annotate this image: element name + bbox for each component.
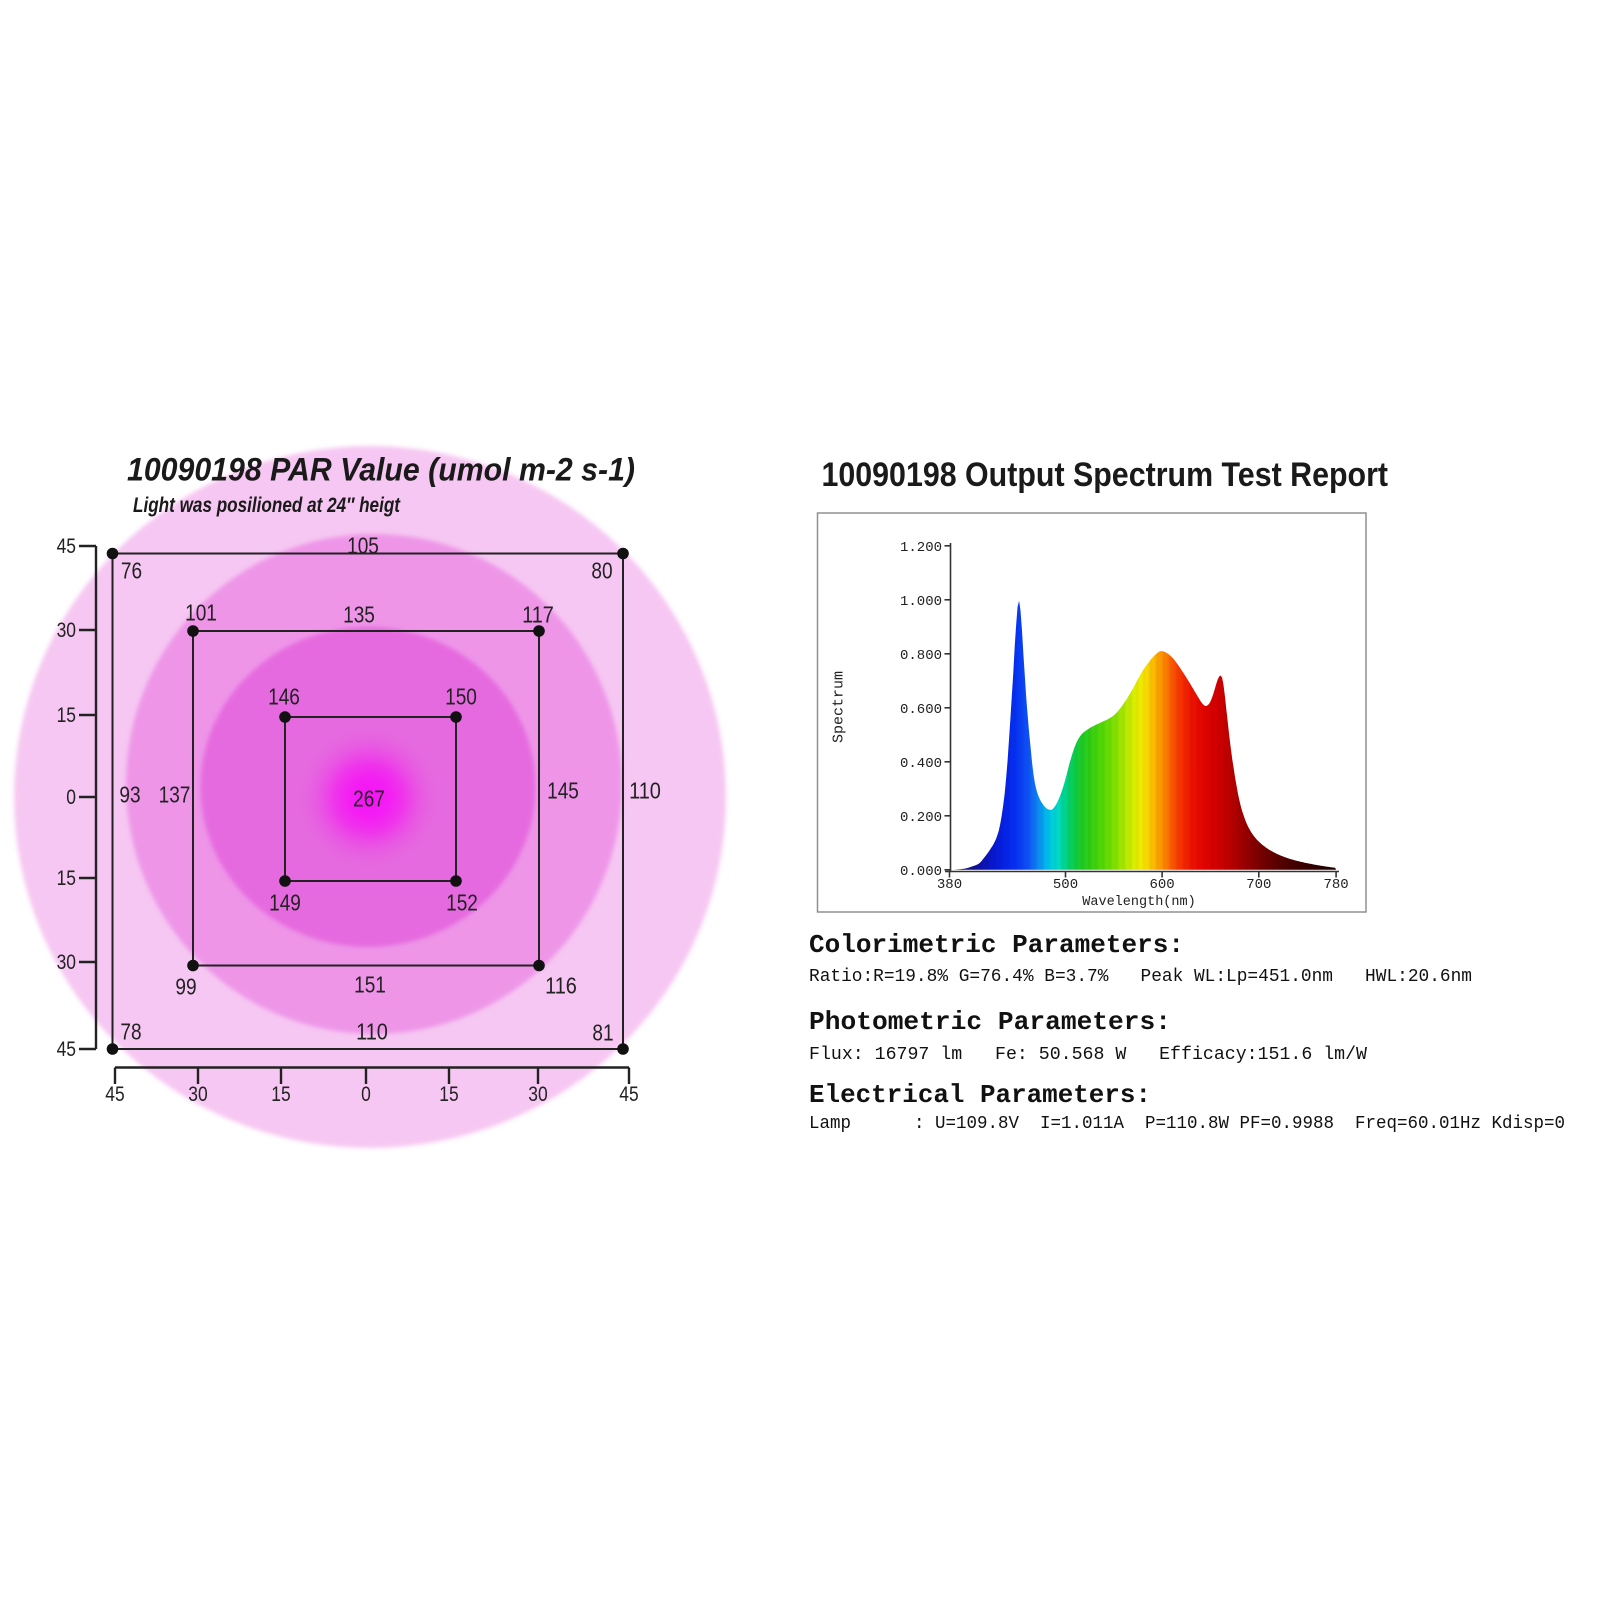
svg-text:0: 0: [361, 1082, 371, 1106]
svg-text:105: 105: [347, 532, 379, 558]
svg-text:0.600: 0.600: [900, 702, 942, 718]
svg-text:15: 15: [271, 1082, 290, 1106]
svg-text:81: 81: [592, 1019, 613, 1045]
svg-text:93: 93: [119, 781, 140, 807]
svg-text:150: 150: [445, 683, 477, 709]
svg-text:45: 45: [105, 1082, 124, 1106]
svg-text:76: 76: [121, 557, 142, 583]
svg-text:152: 152: [446, 889, 478, 915]
svg-text:0.400: 0.400: [900, 756, 942, 772]
svg-text:500: 500: [1053, 877, 1078, 893]
svg-text:30: 30: [57, 950, 76, 974]
svg-text:135: 135: [343, 601, 375, 627]
svg-text:137: 137: [159, 781, 191, 807]
svg-text:145: 145: [547, 777, 579, 803]
svg-text:30: 30: [188, 1082, 207, 1106]
svg-text:15: 15: [439, 1082, 458, 1106]
svg-text:110: 110: [356, 1018, 388, 1044]
svg-text:Spectrum: Spectrum: [831, 671, 848, 743]
svg-text:80: 80: [591, 557, 612, 583]
svg-text:151: 151: [354, 971, 386, 997]
svg-text:0: 0: [66, 785, 76, 809]
svg-text:380: 380: [937, 877, 962, 893]
svg-text:101: 101: [185, 599, 217, 625]
svg-text:0.000: 0.000: [900, 864, 942, 880]
svg-text:1.200: 1.200: [900, 540, 942, 556]
svg-text:30: 30: [57, 618, 76, 642]
svg-text:Flux: 16797 lm Fe: 50.568 W: Flux: 16797 lm Fe: 50.568 W Efficacy:151…: [809, 1045, 1367, 1065]
svg-text:15: 15: [57, 703, 76, 727]
svg-text:1.000: 1.000: [900, 594, 942, 610]
svg-text:10090198 PAR Value (umol m-2 s: 10090198 PAR Value (umol m-2 s-1): [127, 452, 635, 488]
svg-text:Light was posilioned at 24″ he: Light was posilioned at 24″ heigt: [133, 494, 401, 517]
svg-text:780: 780: [1323, 877, 1348, 893]
svg-text:146: 146: [268, 683, 300, 709]
svg-text:117: 117: [522, 601, 554, 627]
svg-text:45: 45: [619, 1082, 638, 1106]
svg-text:Colorimetric Parameters:: Colorimetric Parameters:: [809, 930, 1184, 960]
svg-text:116: 116: [545, 972, 577, 998]
svg-text:Ratio:R=19.8% G=76.4% B=3.7%: Ratio:R=19.8% G=76.4% B=3.7% Peak WL:Lp=…: [809, 967, 1472, 987]
svg-text:15: 15: [57, 866, 76, 890]
svg-text:600: 600: [1149, 877, 1174, 893]
svg-text:30: 30: [528, 1082, 547, 1106]
svg-text:Photometric Parameters:: Photometric Parameters:: [809, 1007, 1171, 1037]
svg-text:99: 99: [175, 973, 196, 999]
svg-text:149: 149: [269, 889, 301, 915]
svg-text:700: 700: [1246, 877, 1271, 893]
svg-text:78: 78: [120, 1018, 141, 1044]
svg-text:110: 110: [629, 777, 661, 803]
svg-text:10090198 Output Spectrum Test: 10090198 Output Spectrum Test Report: [822, 456, 1389, 494]
svg-text:Lamp : U=109.8V I=1.011A: Lamp : U=109.8V I=1.011A P=110.8W PF=0.9…: [809, 1114, 1565, 1134]
svg-text:45: 45: [57, 534, 76, 558]
svg-text:267: 267: [353, 785, 385, 811]
svg-text:45: 45: [57, 1037, 76, 1061]
svg-text:Wavelength(nm): Wavelength(nm): [1082, 895, 1195, 910]
svg-text:0.800: 0.800: [900, 648, 942, 664]
svg-text:Electrical Parameters:: Electrical Parameters:: [809, 1080, 1151, 1110]
svg-text:0.200: 0.200: [900, 810, 942, 826]
